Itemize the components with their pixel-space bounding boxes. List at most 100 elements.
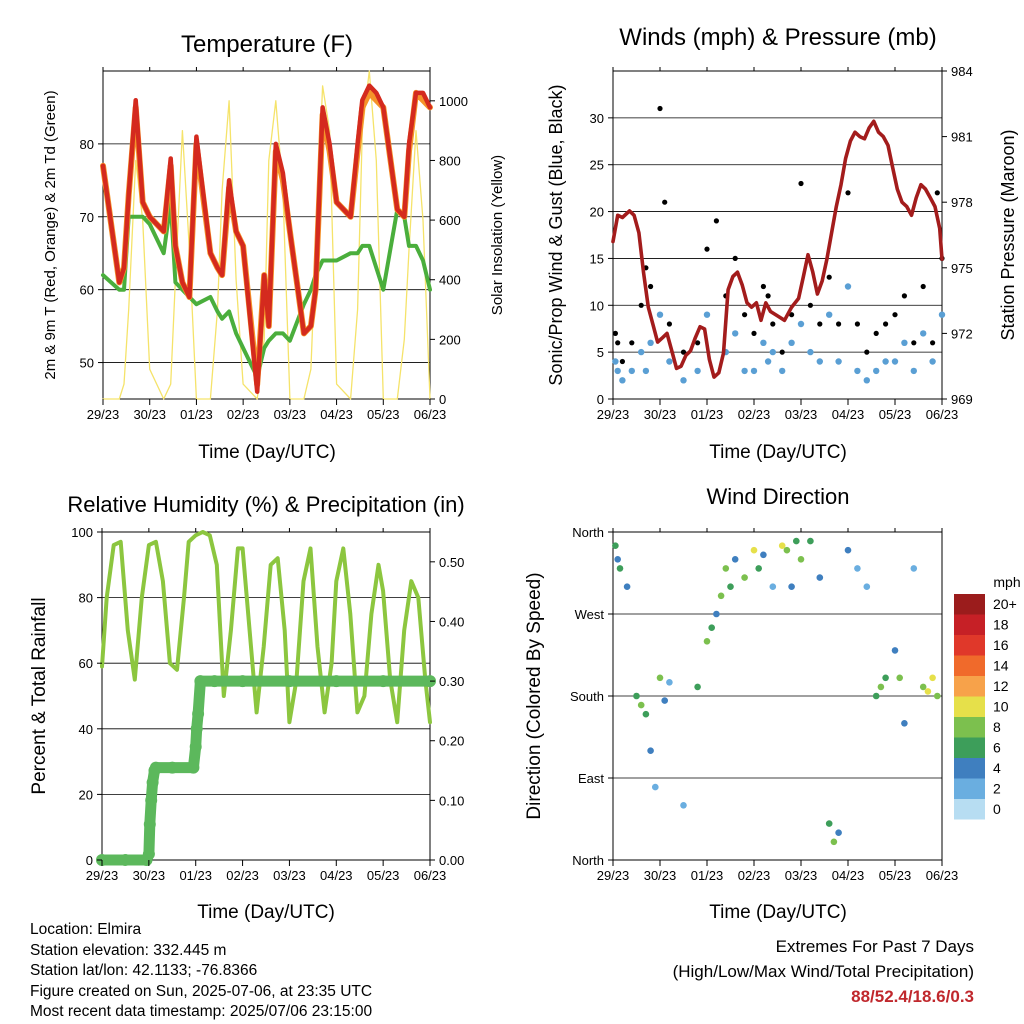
wind-point <box>910 367 917 375</box>
wind-point <box>797 320 805 328</box>
legend-swatch <box>954 758 985 779</box>
wind-point <box>863 377 870 384</box>
relative-humidity-line <box>100 530 432 725</box>
winds-x-label: Time (Day/UTC) <box>709 442 847 463</box>
direction-point <box>807 537 814 545</box>
wind-gust-series <box>612 105 945 365</box>
legend-label: 10 <box>993 699 1009 715</box>
gust-point <box>695 340 701 346</box>
temp-2m-series <box>100 83 433 394</box>
y2-tick-label: 400 <box>439 273 461 288</box>
y2-tick-label: 1000 <box>439 94 468 109</box>
direction-point <box>830 838 838 846</box>
direction-point <box>929 674 936 682</box>
direction-point <box>741 574 748 581</box>
wind-direction-y-ticks: North East South West North <box>570 525 613 868</box>
station-latlon: Station lat/lon: 42.1133; -76.8366 <box>30 962 258 979</box>
humidity-x-ticks: 29/23 30/23 01/23 02/23 03/23 04/23 05/23 06/23 <box>86 528 446 883</box>
wind-point <box>628 367 635 375</box>
x-tick-label: 05/23 <box>367 868 400 883</box>
gust-point <box>704 246 710 252</box>
gust-point <box>615 340 621 346</box>
gust-point <box>864 349 870 355</box>
temperature-title: Temperature (F) <box>181 31 353 58</box>
x-tick-label: 01/23 <box>180 407 213 422</box>
legend-swatch <box>954 594 985 615</box>
recent-timestamp: Most recent data timestamp: 2025/07/06 2… <box>30 1003 373 1020</box>
y-tick-label: 80 <box>80 137 94 152</box>
direction-point <box>717 592 725 600</box>
humidity-plot-area <box>101 531 431 861</box>
wind-direction-x-ticks: 29/23 30/23 01/23 02/23 03/23 04/23 05/23 06/23 <box>597 528 958 883</box>
wind-point <box>750 367 758 375</box>
gust-point <box>892 312 898 318</box>
x-tick-label: 02/23 <box>226 868 259 883</box>
gust-point <box>789 312 795 318</box>
direction-point <box>788 583 795 590</box>
gust-point <box>836 321 842 327</box>
direction-point <box>896 674 903 682</box>
direction-tick-label: East <box>578 771 604 786</box>
legend-label: 8 <box>993 719 1001 735</box>
x-tick-label: 30/23 <box>133 868 166 883</box>
direction-point <box>612 542 619 549</box>
direction-point <box>694 683 701 691</box>
direction-point <box>713 610 720 618</box>
precipitation-line <box>96 675 436 866</box>
legend-label: 12 <box>993 678 1009 694</box>
direction-point <box>661 697 668 704</box>
x-tick-label: 04/23 <box>320 407 353 422</box>
winds-title: Winds (mph) & Pressure (mb) <box>619 24 936 51</box>
wind-point <box>873 367 880 375</box>
y-tick-label: 20 <box>590 205 604 220</box>
y2-tick-label: 984 <box>951 64 973 79</box>
x-tick-label: 04/23 <box>832 868 865 883</box>
legend-label: 14 <box>993 658 1009 674</box>
wind-point <box>844 283 852 290</box>
x-tick-label: 04/23 <box>832 407 865 422</box>
direction-point <box>877 683 885 691</box>
y-tick-label: 60 <box>79 656 93 671</box>
direction-point <box>919 683 927 691</box>
wind-direction-y-label: Direction (Colored By Speed) <box>524 572 545 819</box>
direction-point <box>863 583 871 590</box>
gust-point <box>760 283 767 290</box>
direction-point <box>901 720 908 727</box>
dewpoint-series <box>101 200 432 380</box>
y-tick-label: 5 <box>597 345 604 360</box>
legend-label: 0 <box>993 801 1001 817</box>
legend-swatch <box>954 655 985 676</box>
legend-label: 16 <box>993 637 1009 653</box>
direction-point <box>731 556 739 563</box>
wind-point <box>901 339 908 346</box>
direction-point <box>793 537 800 545</box>
gust-point <box>826 274 832 280</box>
direction-point <box>637 701 645 709</box>
direction-point <box>647 747 654 754</box>
y-tick-label: 40 <box>79 722 93 737</box>
winds-y-label: Sonic/Prop Wind & Gust (Blue, Black) <box>546 84 566 385</box>
x-tick-label: 30/23 <box>644 868 677 883</box>
gust-point <box>732 255 738 261</box>
wind-direction-title: Wind Direction <box>706 484 849 509</box>
wind-point <box>807 348 814 356</box>
legend-swatch <box>954 696 985 717</box>
x-tick-label: 06/23 <box>414 407 447 422</box>
y2-tick-label: 0.20 <box>439 734 464 749</box>
x-tick-label: 06/23 <box>926 407 959 422</box>
gust-point <box>629 340 635 346</box>
direction-tick-label: North <box>572 853 604 868</box>
direction-point <box>825 820 833 827</box>
y2-tick-label: 972 <box>951 326 973 341</box>
humidity-x-label: Time (Day/UTC) <box>197 902 335 923</box>
speed-legend: mph 20+ 18 16 14 12 10 8 6 4 2 0 <box>954 574 1021 820</box>
wind-point <box>826 311 833 318</box>
y2-tick-label: 975 <box>951 261 973 276</box>
direction-point <box>642 710 650 718</box>
gust-point <box>680 349 687 355</box>
wind-point <box>741 367 748 375</box>
y2-tick-label: 0.40 <box>439 614 464 629</box>
direction-tick-label: South <box>570 689 604 704</box>
direction-point <box>844 546 852 554</box>
